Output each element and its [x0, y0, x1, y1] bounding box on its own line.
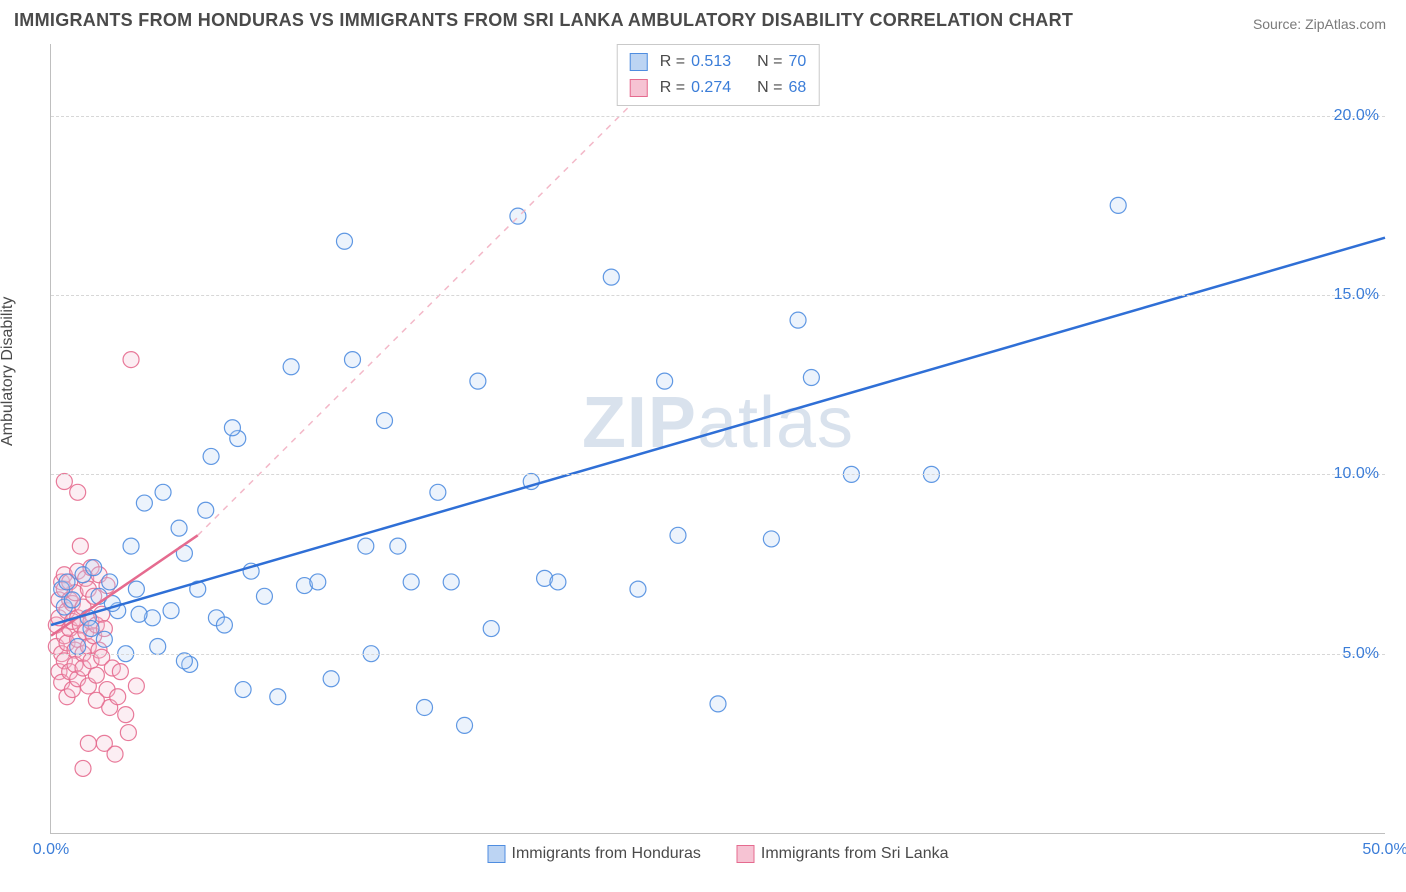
swatch-honduras-icon — [488, 845, 506, 863]
legend-stats: R = 0.513 N = 70 R = 0.274 N = 68 — [617, 44, 820, 106]
legend-series: Immigrants from Honduras Immigrants from… — [488, 845, 949, 863]
chart-svg — [51, 44, 1385, 833]
legend-item-srilanka: Immigrants from Sri Lanka — [737, 845, 949, 863]
legend-stats-row-srilanka: R = 0.274 N = 68 — [630, 75, 807, 101]
swatch-srilanka-icon — [737, 845, 755, 863]
chart-title: IMMIGRANTS FROM HONDURAS VS IMMIGRANTS F… — [14, 10, 1073, 31]
y-tick-label: 10.0% — [1334, 465, 1379, 483]
plot-area: ZIPatlas R = 0.513 N = 70 R = 0.274 N = … — [50, 44, 1385, 834]
x-tick-label: 0.0% — [33, 841, 69, 859]
x-tick-label: 50.0% — [1362, 841, 1406, 859]
y-tick-label: 15.0% — [1334, 286, 1379, 304]
y-tick-label: 5.0% — [1343, 645, 1379, 663]
y-axis-label: Ambulatory Disability — [0, 297, 17, 446]
legend-stats-row-honduras: R = 0.513 N = 70 — [630, 49, 807, 75]
legend-item-honduras: Immigrants from Honduras — [488, 845, 701, 863]
chart-container: IMMIGRANTS FROM HONDURAS VS IMMIGRANTS F… — [0, 0, 1406, 892]
swatch-honduras-icon — [630, 53, 648, 71]
swatch-srilanka-icon — [630, 79, 648, 97]
y-tick-label: 20.0% — [1334, 107, 1379, 125]
source-label: Source: ZipAtlas.com — [1253, 16, 1386, 32]
